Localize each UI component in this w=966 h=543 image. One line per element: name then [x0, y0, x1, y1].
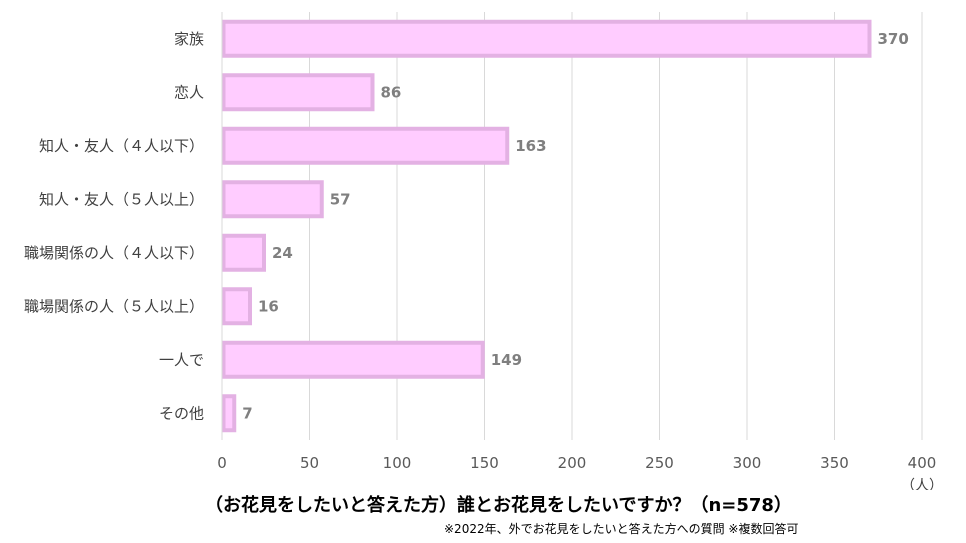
x-tick-label: 100	[383, 454, 412, 472]
x-tick-label: 50	[300, 454, 319, 472]
data-label: 370	[878, 30, 909, 48]
data-label: 7	[242, 404, 252, 422]
bar	[221, 180, 324, 219]
category-label: 家族	[174, 30, 204, 48]
chart-footnote: ※2022年、外でお花見をしたいと答えた方への質問 ※複数回答可	[444, 522, 799, 536]
x-tick-label: 0	[217, 454, 227, 472]
data-label: 16	[258, 297, 279, 315]
bar	[221, 394, 237, 433]
bar	[221, 287, 252, 326]
data-label: 86	[381, 83, 402, 101]
chart-svg: 0 50 100 150 200 250 300 350 400 （人） 家族 370 恋人 86 知人・友…	[24, 12, 943, 490]
x-tick-label: 150	[470, 454, 499, 472]
chart-title: （お花見をしたいと答えた方）誰とお花見をしたいですか？（n=578）	[205, 495, 792, 516]
x-tick-label: 300	[733, 454, 762, 472]
x-tick-label: 400	[908, 454, 937, 472]
category-label: その他	[159, 404, 204, 422]
data-label: 24	[272, 244, 293, 262]
bar	[221, 233, 266, 272]
data-label: 163	[515, 137, 546, 155]
bar	[221, 19, 872, 58]
category-label: 恋人	[174, 83, 204, 101]
data-label: 57	[330, 190, 351, 208]
category-label: 職場関係の人（４人以下）	[24, 244, 204, 262]
x-tick-label: 200	[558, 454, 587, 472]
category-label: 知人・友人（５人以上）	[39, 190, 204, 208]
bar	[221, 73, 375, 112]
bar	[221, 126, 510, 165]
data-label: 149	[491, 351, 522, 369]
x-tick-label: 250	[645, 454, 674, 472]
category-label: 一人で	[159, 351, 204, 369]
x-unit-label: （人）	[901, 478, 943, 490]
category-label: 職場関係の人（５人以上）	[24, 297, 204, 315]
bar	[221, 340, 485, 379]
category-label: 知人・友人（４人以下）	[39, 137, 204, 155]
x-tick-label: 350	[820, 454, 849, 472]
